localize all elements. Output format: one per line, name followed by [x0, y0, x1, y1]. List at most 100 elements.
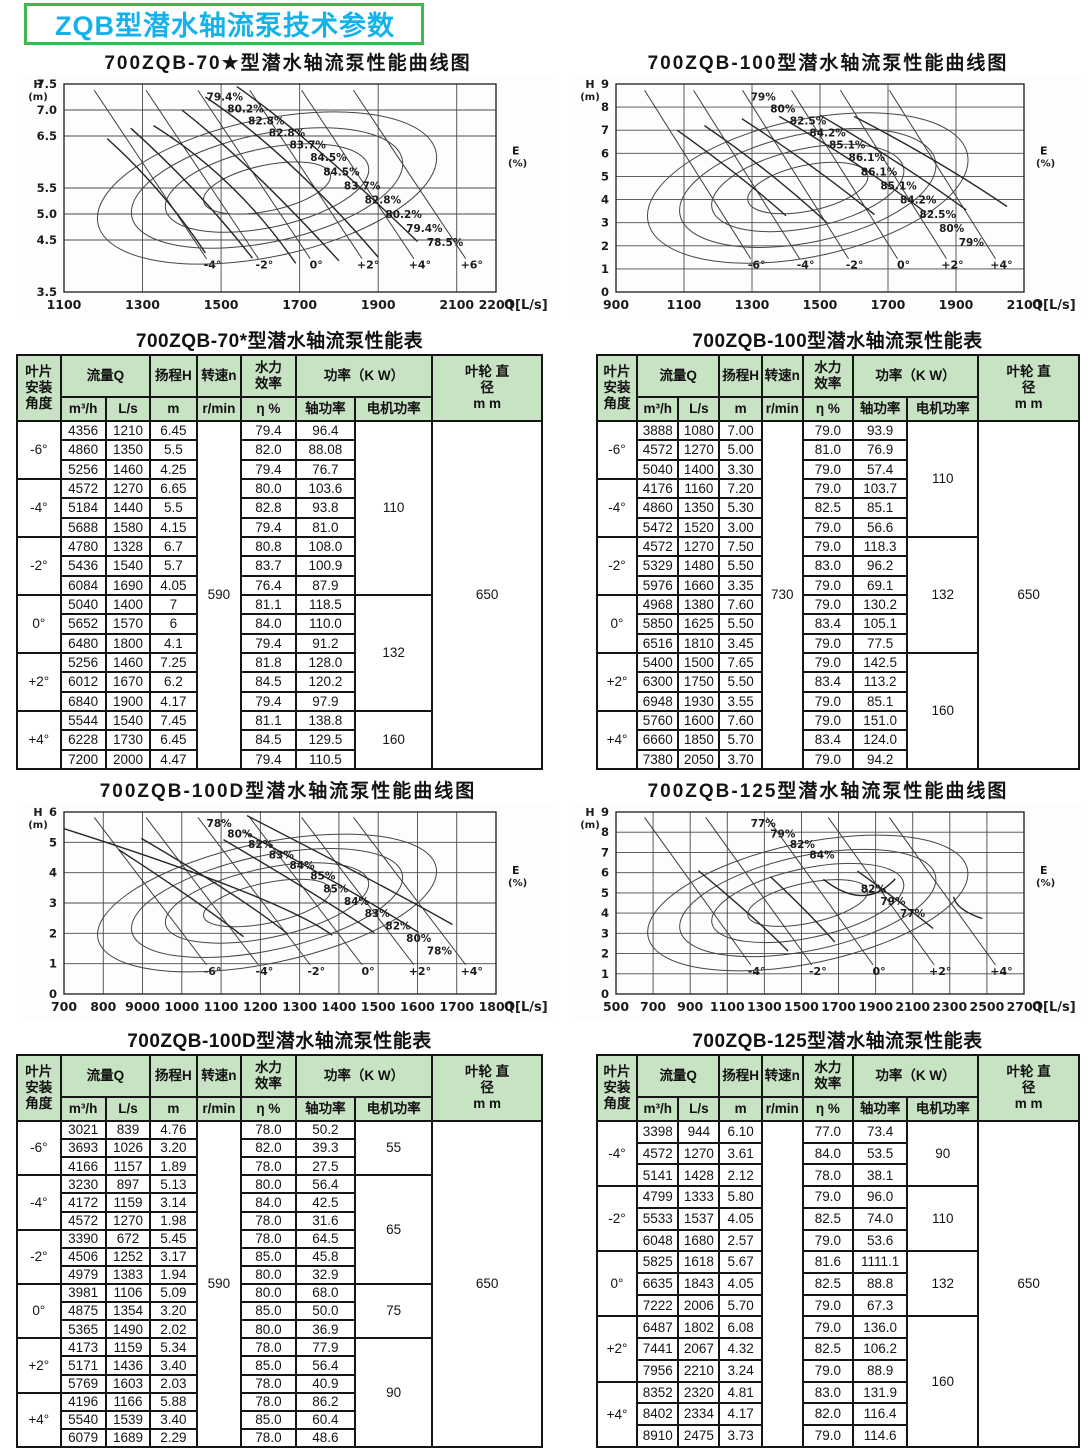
chart-label: 85% — [323, 883, 349, 895]
cell-head: 5.67 — [718, 1250, 763, 1275]
cell-efficiency: 79.4 — [240, 632, 297, 654]
cell-angle: -4° — [596, 477, 638, 538]
table-row: -2° 4572 1270 7.50 79.0 118.3 132 — [596, 535, 1079, 654]
chart-label: 1400 — [322, 999, 357, 1014]
cell-efficiency: 82.8 — [240, 497, 297, 519]
chart-label: 900 — [677, 999, 703, 1014]
cell-shaft-power: 96.4 — [294, 419, 357, 442]
cell-efficiency: 79.0 — [801, 1185, 854, 1209]
chart-label: 7.0 — [37, 103, 57, 117]
cell-flow-m3h: 6487 — [635, 1315, 680, 1340]
cell-shaft-power: 38.1 — [851, 1163, 909, 1188]
chart-label: 1500 — [803, 297, 838, 312]
cell-shaft-power: 129.5 — [294, 729, 357, 751]
cell-flow-m3h: 5472 — [635, 516, 680, 538]
cell-head: 4.1 — [149, 632, 198, 654]
cell-flow-ls: 2006 — [677, 1293, 721, 1318]
cell-flow-ls: 1730 — [104, 729, 152, 751]
cell-flow-m3h: 4506 — [59, 1246, 107, 1267]
cell-head: 7.60 — [718, 709, 763, 732]
chart-label: 83% — [365, 908, 391, 920]
chart-label: -2° — [846, 259, 864, 272]
chart-700zqb-70: 700ZQB-70★型潜水轴流泵性能曲线图 7.5 7.0 6.5 5.5 5.0 4.5… — [18, 52, 558, 320]
cell-flow-m3h: 5040 — [59, 593, 107, 616]
cell-shaft-power: 96.2 — [851, 555, 909, 577]
chart-label: 0° — [897, 259, 910, 272]
cell-motor-power: 160 — [906, 1315, 980, 1448]
cell-efficiency: 79.0 — [801, 458, 854, 481]
chart-label: (m) — [28, 820, 48, 831]
chart-label: 82% — [861, 883, 887, 895]
cell-shaft-power: 103.7 — [851, 477, 909, 500]
table-row: 5141 1428 2.12 78.0 38.1 — [597, 1163, 1079, 1188]
cell-flow-ls: 1159 — [104, 1337, 152, 1358]
cell-shaft-power: 32.9 — [294, 1264, 357, 1285]
chart-label: +4° — [409, 259, 431, 272]
cell-angle: +2° — [16, 651, 62, 712]
table-row: 4506 1252 3.17 85.0 45.8 — [17, 1246, 542, 1267]
header-blade-angle: 叶片 安装 角度 — [596, 1054, 638, 1122]
cell-flow-m3h: 5760 — [635, 709, 680, 732]
cell-motor-power: 110 — [906, 1185, 980, 1253]
chart-label: 6.5 — [37, 129, 57, 143]
cell-motor-power: 90 — [906, 1119, 980, 1188]
cell-efficiency: 79.4 — [240, 516, 297, 538]
cell-head: 4.76 — [149, 1119, 198, 1141]
cell-diameter: 650 — [431, 420, 543, 770]
cell-flow-ls: 2050 — [677, 748, 721, 771]
table-row: 5256 1460 4.25 79.4 76.7 — [17, 458, 542, 481]
header-motor-power: 电机功率 — [906, 1096, 980, 1122]
page-title-box: ZQB型潜水轴流泵技术参数 — [24, 3, 424, 45]
cell-flow-m3h: 8910 — [635, 1424, 680, 1448]
cell-flow-m3h: 3021 — [59, 1119, 107, 1141]
cell-shaft-power: 77.5 — [851, 632, 909, 654]
chart-label: +2° — [409, 965, 431, 978]
angle-lines — [93, 89, 467, 259]
chart-label: 700 — [51, 999, 77, 1014]
chart-label: 82% — [790, 839, 816, 851]
chart-label: 2200 — [479, 297, 514, 312]
cell-head: 6.45 — [149, 419, 198, 442]
table-row: 6635 1843 4.05 82.5 88.8 — [597, 1272, 1079, 1296]
chart-label: 6 — [601, 146, 609, 160]
cell-flow-m3h: 6635 — [635, 1272, 680, 1296]
performance-table: 叶片 安装 角度 流量Q 扬程H 转速n 水力 效率 功率（K W） 叶轮 直 径 m m m… — [16, 354, 543, 771]
cell-flow-m3h: 6228 — [59, 729, 107, 751]
chart-label: 1900 — [939, 297, 974, 312]
cell-flow-ls: 1603 — [104, 1373, 152, 1394]
chart-label: 4 — [601, 906, 609, 920]
cell-flow-m3h: 7200 — [59, 748, 107, 771]
cell-angle: 0° — [16, 1282, 62, 1340]
cell-flow-ls: 839 — [104, 1119, 152, 1141]
cell-flow-ls: 1350 — [104, 439, 152, 461]
chart-label: -4° — [204, 259, 222, 272]
chart-label: 82.8% — [269, 128, 306, 140]
cell-head: 1.98 — [149, 1210, 198, 1231]
cell-shaft-power: 151.0 — [851, 709, 909, 732]
cell-flow-ls: 1490 — [104, 1319, 152, 1340]
table-row: 0° 4968 1380 7.60 79.0 130.2 — [596, 593, 1079, 654]
chart-label: 1 — [49, 957, 57, 971]
cell-shaft-power: 105.1 — [851, 613, 909, 635]
head-curves — [63, 815, 453, 938]
cell-efficiency: 79.0 — [801, 632, 854, 654]
cell-shaft-power: 57.4 — [851, 458, 909, 481]
cell-shaft-power: 106.2 — [851, 1337, 909, 1361]
chart-label: (%) — [1036, 159, 1055, 170]
chart-label: 2 — [601, 239, 609, 253]
cell-flow-m3h: 6516 — [635, 632, 680, 654]
chart-bg — [570, 76, 1086, 318]
chart-label: 83.7% — [290, 140, 327, 152]
table-row: -2° 3390 672 5.45 78.0 64.5 — [16, 1228, 542, 1285]
cell-efficiency: 78.0 — [240, 1391, 297, 1412]
chart-label: H — [585, 78, 594, 91]
cell-shaft-power: 118.5 — [294, 593, 357, 616]
head-curve--4° — [704, 125, 828, 224]
table-row: 5976 1660 3.35 79.0 69.1 — [597, 574, 1079, 596]
cell-speed: 590 — [195, 420, 243, 770]
table-row: 7956 2210 3.24 79.0 88.9 — [597, 1358, 1079, 1383]
cell-flow-m3h: 3390 — [59, 1228, 107, 1249]
cell-motor-power: 132 — [906, 1250, 980, 1318]
cell-shaft-power: 48.6 — [294, 1427, 357, 1449]
plot-border — [63, 811, 497, 995]
